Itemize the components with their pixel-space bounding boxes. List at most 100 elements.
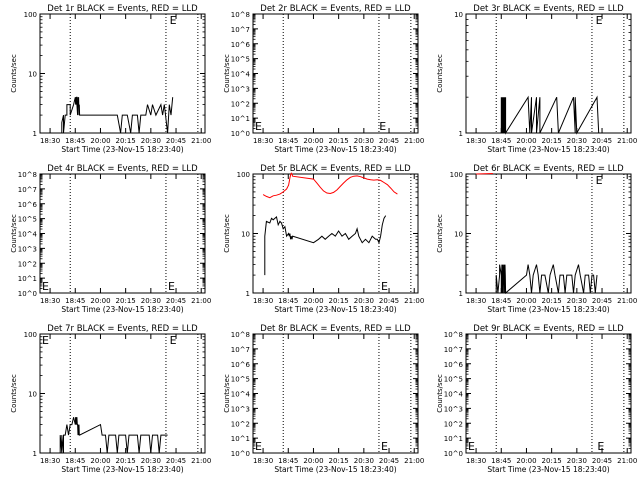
x-tick-label: 20:45 (379, 297, 399, 305)
lld-series-line (262, 172, 398, 199)
x-tick-label: 20:15 (329, 137, 349, 145)
x-axis-label: Start Time (23-Nov-15 18:23:40) (61, 145, 183, 154)
y-tick-label: 10^3 (18, 245, 37, 253)
x-tick-label: 18:30 (40, 297, 60, 305)
y-tick-label: 10^7 (231, 26, 250, 34)
y-tick-label: 10^0 (18, 290, 37, 298)
y-tick-label: 10^3 (231, 85, 250, 93)
x-tick-label: 18:30 (466, 457, 486, 465)
e-marker: E (381, 280, 388, 293)
y-axis-label: Counts/sec (223, 214, 231, 253)
chart-title: Det 9r BLACK = Events, RED = LLD (473, 324, 624, 334)
events-series-line (264, 215, 387, 276)
plot-frame (465, 173, 632, 294)
y-tick-label: 10^8 (444, 331, 463, 339)
plot-frame (252, 333, 419, 454)
chart-title: Det 6r BLACK = Events, RED = LLD (473, 164, 624, 174)
x-tick-label: 18:30 (253, 137, 273, 145)
y-tick-label: 10^8 (231, 331, 250, 339)
y-tick-label: 10^0 (231, 130, 250, 138)
x-tick-label: 20:15 (116, 457, 136, 465)
x-tick-label: 18:45 (491, 297, 511, 305)
chart-panel-8: Det 8r BLACK = Events, RED = LLD Counts/s… (223, 324, 424, 474)
chart-title: Det 4r BLACK = Events, RED = LLD (47, 164, 198, 174)
y-tick-label: 1 (459, 290, 463, 298)
chart-panel-7: Det 7r BLACK = Events, RED = LLD Counts/s… (10, 324, 211, 474)
y-tick-label: 10^2 (231, 100, 250, 108)
e-marker: E (255, 120, 262, 133)
x-tick-label: 21:00 (404, 457, 424, 465)
plot-frame (465, 333, 632, 454)
x-axis-label: Start Time (23-Nov-15 18:23:40) (61, 305, 183, 314)
y-tick-label: 1 (246, 290, 250, 298)
x-tick-label: 20:15 (329, 297, 349, 305)
y-tick-label: 10^5 (444, 376, 463, 384)
y-tick-label: 10^3 (231, 405, 250, 413)
x-tick-label: 20:00 (516, 297, 536, 305)
y-tick-label: 10^5 (231, 56, 250, 64)
x-tick-label: 18:30 (253, 457, 273, 465)
y-tick-label: 1 (33, 450, 37, 458)
y-tick-label: 1 (459, 130, 463, 138)
x-tick-label: 18:45 (278, 297, 298, 305)
x-tick-label: 21:00 (191, 137, 211, 145)
chart-title: Det 7r BLACK = Events, RED = LLD (47, 324, 198, 334)
x-tick-label: 21:00 (617, 137, 637, 145)
y-tick-label: 10^6 (444, 361, 464, 369)
x-tick-label: 21:00 (191, 457, 211, 465)
e-marker: E (468, 440, 475, 453)
y-tick-label: 10^0 (444, 450, 463, 458)
x-tick-label: 20:30 (567, 297, 587, 305)
x-tick-label: 20:30 (567, 137, 587, 145)
x-tick-label: 20:00 (90, 137, 110, 145)
y-tick-label: 10^8 (231, 11, 250, 19)
x-tick-label: 20:15 (542, 137, 562, 145)
x-tick-label: 18:30 (40, 137, 60, 145)
chart-panel-3: Det 3r BLACK = Events, RED = LLD Counts/s… (436, 4, 637, 154)
events-series-line (500, 95, 600, 135)
x-tick-label: 20:15 (329, 457, 349, 465)
chart-panel-5: Det 5r BLACK = Events, RED = LLD Counts/s… (223, 164, 424, 314)
x-tick-label: 20:15 (116, 137, 136, 145)
y-tick-label: 100 (24, 11, 37, 19)
x-tick-label: 20:15 (542, 297, 562, 305)
y-axis-label: Counts/sec (436, 374, 444, 413)
y-tick-label: 10^1 (231, 435, 250, 443)
y-tick-label: 10 (454, 11, 463, 19)
lld-series-line (476, 173, 493, 175)
chart-panel-1: Det 1r BLACK = Events, RED = LLD Counts/s… (10, 4, 211, 154)
e-marker: E (168, 280, 175, 293)
y-tick-label: 10^2 (231, 420, 250, 428)
x-tick-label: 20:45 (592, 297, 612, 305)
y-axis-label: Counts/sec (436, 54, 444, 93)
x-tick-label: 20:30 (354, 137, 374, 145)
y-tick-label: 10^7 (444, 346, 463, 354)
x-tick-label: 18:30 (253, 297, 273, 305)
x-tick-label: 20:00 (90, 297, 110, 305)
x-axis-label: Start Time (23-Nov-15 18:23:40) (274, 465, 396, 474)
x-tick-label: 20:00 (90, 457, 110, 465)
chart-panel-2: Det 2r BLACK = Events, RED = LLD Counts/s… (223, 4, 424, 154)
e-marker: E (379, 120, 386, 133)
y-tick-label: 10^4 (231, 71, 251, 79)
x-tick-label: 21:00 (617, 457, 637, 465)
y-tick-label: 10^4 (231, 391, 251, 399)
e-marker: E (596, 14, 603, 27)
x-tick-label: 18:45 (65, 297, 85, 305)
x-tick-label: 20:30 (141, 457, 161, 465)
x-tick-label: 20:45 (379, 457, 399, 465)
x-tick-label: 20:00 (303, 137, 323, 145)
x-tick-label: 20:30 (567, 457, 587, 465)
x-tick-label: 20:00 (303, 297, 323, 305)
y-tick-label: 10^5 (18, 216, 37, 224)
y-tick-label: 10^3 (444, 405, 463, 413)
x-tick-label: 20:45 (592, 137, 612, 145)
y-tick-label: 10^6 (231, 361, 251, 369)
y-tick-label: 10^1 (231, 115, 250, 123)
e-marker: E (170, 14, 177, 27)
x-axis-label: Start Time (23-Nov-15 18:23:40) (487, 465, 609, 474)
y-axis-label: Counts/sec (10, 374, 18, 413)
chart-panel-6: Det 6r BLACK = Events, RED = LLD Counts/s… (436, 164, 637, 314)
x-tick-label: 18:45 (65, 137, 85, 145)
